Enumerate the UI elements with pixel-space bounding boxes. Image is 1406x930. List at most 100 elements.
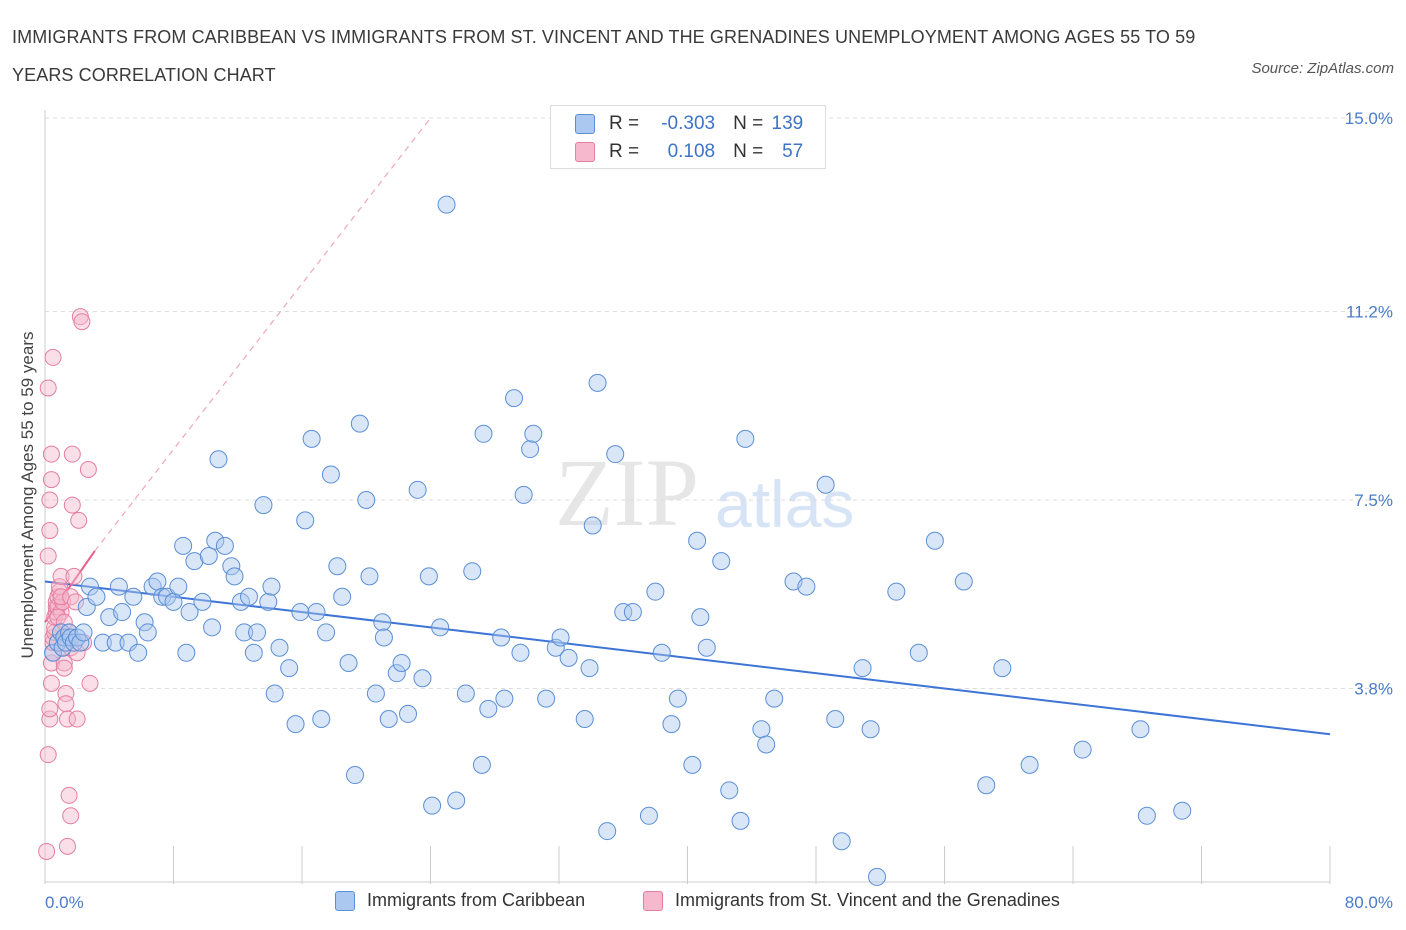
legend-row-st-vincent: R = 0.108 N = 57 xyxy=(575,139,803,165)
x-tick-label: 0.0% xyxy=(45,893,84,912)
caribbean-point xyxy=(408,480,427,499)
caribbean-point xyxy=(44,643,63,662)
caribbean-point xyxy=(521,440,540,459)
st-vincent-point xyxy=(68,710,86,728)
caribbean-point xyxy=(93,633,112,652)
st-vincent-point xyxy=(81,674,99,692)
caribbean-point xyxy=(832,832,851,851)
caribbean-point xyxy=(472,755,491,774)
st-vincent-point xyxy=(67,593,85,611)
caribbean-point xyxy=(868,867,887,886)
caribbean-point xyxy=(254,496,273,515)
st-vincent-point xyxy=(73,313,91,331)
caribbean-point xyxy=(379,710,398,729)
legend-label-caribbean: Immigrants from Caribbean xyxy=(367,890,586,910)
caribbean-point xyxy=(731,811,750,830)
caribbean-point xyxy=(291,603,310,622)
caribbean-point xyxy=(712,552,731,571)
r-value: 0.108 xyxy=(667,141,716,162)
caribbean-point xyxy=(135,613,154,632)
caribbean-point xyxy=(392,653,411,672)
caribbean-point xyxy=(551,628,570,647)
st-vincent-point xyxy=(58,837,76,855)
caribbean-point xyxy=(954,572,973,591)
caribbean-point xyxy=(437,195,456,214)
caribbean-point xyxy=(826,710,845,729)
st-vincent-point xyxy=(65,567,83,585)
caribbean-point xyxy=(588,373,607,392)
caribbean-trend-line xyxy=(44,580,1331,736)
caribbean-point xyxy=(662,715,681,734)
r-label: R = xyxy=(609,113,640,134)
caribbean-point xyxy=(262,577,281,596)
st-vincent-point xyxy=(42,471,60,489)
caribbean-point xyxy=(106,633,125,652)
st-vincent-point xyxy=(60,786,78,804)
caribbean-point xyxy=(296,511,315,530)
caribbean-point xyxy=(431,618,450,637)
caribbean-point xyxy=(235,623,254,642)
caribbean-point xyxy=(816,475,835,494)
caribbean-point xyxy=(138,623,157,642)
caribbean-point xyxy=(463,562,482,581)
caribbean-point xyxy=(1173,801,1192,820)
caribbean-point xyxy=(317,623,336,642)
caribbean-point xyxy=(993,659,1012,678)
caribbean-point xyxy=(312,710,331,729)
caribbean-point xyxy=(222,557,241,576)
caribbean-point xyxy=(199,547,218,566)
caribbean-point xyxy=(286,715,305,734)
legend-item-st-vincent: Immigrants from St. Vincent and the Gren… xyxy=(643,890,1060,911)
caribbean-point xyxy=(71,633,90,652)
caribbean-point xyxy=(652,643,671,662)
caribbean-point xyxy=(456,684,475,703)
n-value: 57 xyxy=(782,141,804,162)
st-vincent-point xyxy=(42,674,60,692)
caribbean-point xyxy=(307,603,326,622)
caribbean-point xyxy=(74,623,93,642)
legend-row-caribbean: R = -0.303 N = 139 xyxy=(575,111,803,137)
y-tick-label: 11.2% xyxy=(1346,303,1393,322)
caribbean-point xyxy=(209,450,228,469)
caribbean-point xyxy=(109,577,128,596)
caribbean-point xyxy=(1137,806,1156,825)
caribbean-point xyxy=(374,628,393,647)
st-vincent-point xyxy=(63,496,81,514)
chart-title: IMMIGRANTS FROM CARIBBEAN VS IMMIGRANTS … xyxy=(12,27,1196,85)
st-vincent-point xyxy=(44,348,62,366)
y-tick-label: 7.5% xyxy=(1354,491,1393,510)
caribbean-point xyxy=(623,603,642,622)
caribbean-point xyxy=(357,491,376,509)
caribbean-point xyxy=(80,577,99,596)
st-vincent-point xyxy=(39,379,57,397)
caribbean-point xyxy=(495,689,514,708)
trend-lines xyxy=(44,117,1331,736)
n-value: 139 xyxy=(771,113,804,134)
caribbean-point xyxy=(413,669,432,688)
caribbean-point xyxy=(925,531,944,550)
caribbean-point xyxy=(193,592,212,611)
caribbean-point xyxy=(244,643,263,662)
caribbean-point xyxy=(148,572,167,591)
tick-labels: 3.8% 7.5% 11.2% 15.0% 0.0% 80.0% xyxy=(45,109,1393,912)
caribbean-point xyxy=(691,608,710,627)
pink-series-points xyxy=(38,308,99,860)
caribbean-point xyxy=(177,643,196,662)
caribbean-point xyxy=(328,557,347,576)
caribbean-point xyxy=(419,567,438,586)
caribbean-point xyxy=(350,414,369,433)
st-vincent-point xyxy=(55,613,73,631)
caribbean-point xyxy=(302,429,321,448)
st-vincent-point xyxy=(41,522,59,540)
caribbean-point xyxy=(129,643,148,662)
blue-swatch xyxy=(335,890,355,911)
y-tick-label: 15.0% xyxy=(1345,109,1393,128)
st-vincent-point xyxy=(39,746,57,764)
st-vincent-point xyxy=(41,710,59,728)
x-tick-label: 80.0% xyxy=(1345,893,1393,912)
caribbean-point xyxy=(87,587,106,606)
source-label: Source: ZipAtlas.com xyxy=(1251,60,1394,77)
caribbean-point xyxy=(492,628,511,647)
pink-swatch xyxy=(643,890,663,911)
caribbean-point xyxy=(153,587,172,606)
